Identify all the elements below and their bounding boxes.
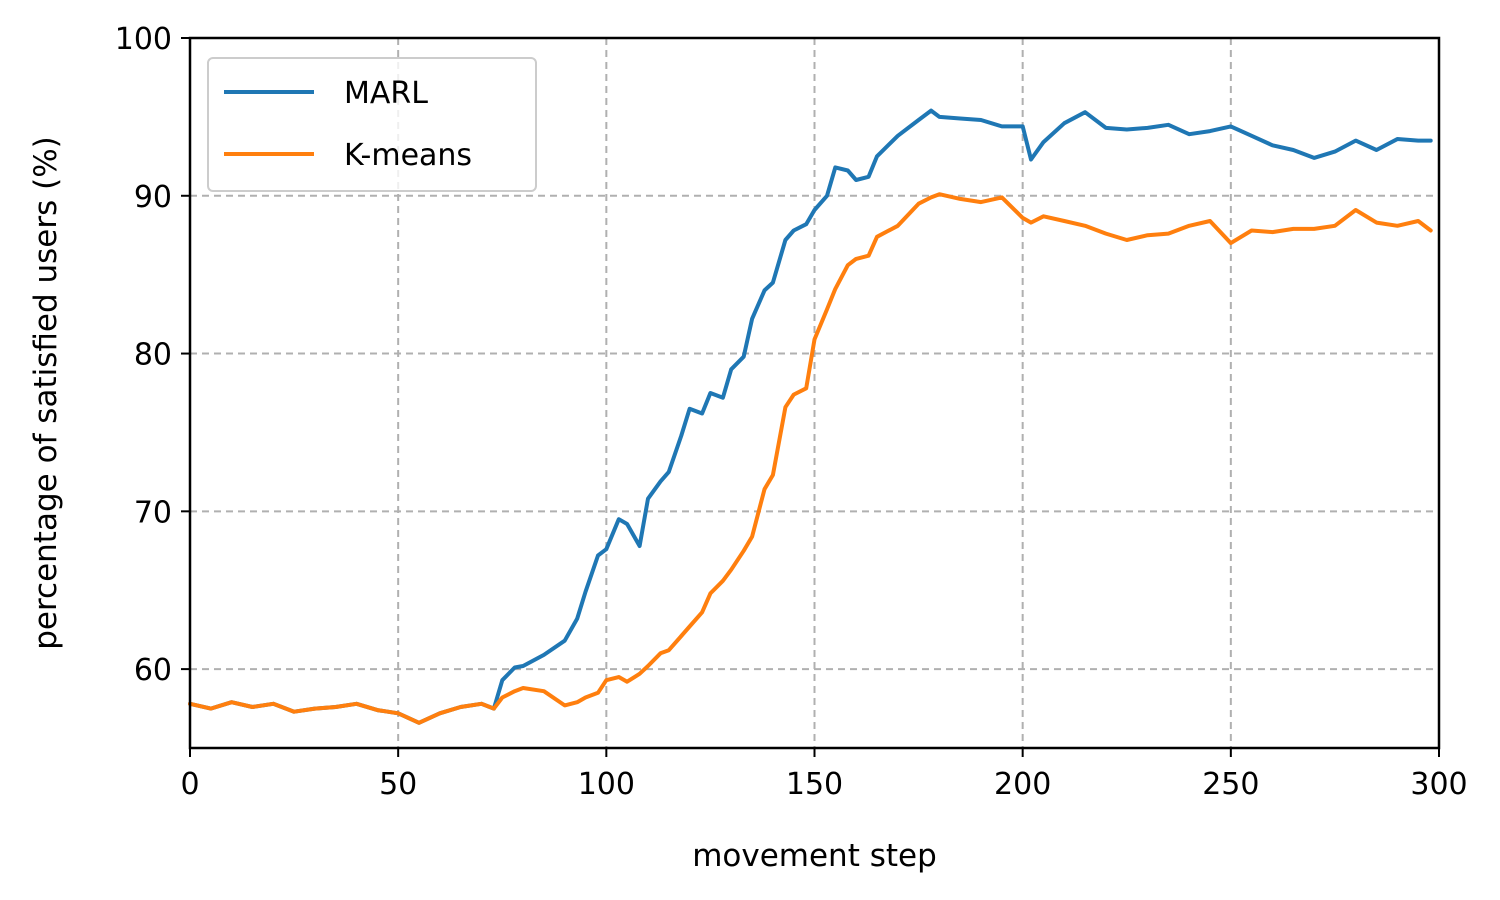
y-axis-label: percentage of satisfied users (%) (28, 136, 64, 650)
x-tick-label: 0 (180, 767, 199, 802)
x-tick-label: 300 (1410, 767, 1467, 802)
y-tick-label: 70 (134, 495, 172, 530)
x-axis-label: movement step (692, 838, 937, 874)
series-line-marl (188, 108, 1433, 725)
x-tick-label: 200 (994, 767, 1051, 802)
series-lines (188, 108, 1433, 725)
x-tick-label: 50 (379, 767, 417, 802)
y-tick-label: 90 (134, 180, 172, 215)
axis-ticks: 0 50 100 150 200 250 300 60 70 80 90 100 (115, 22, 1468, 802)
x-tick-label: 150 (786, 767, 843, 802)
series-line-kmeans (188, 192, 1433, 725)
legend-marl-label: MARL (344, 76, 428, 111)
legend: MARL K-means (207, 57, 537, 192)
legend-kmeans-label: K-means (344, 138, 472, 173)
x-tick-label: 250 (1202, 767, 1259, 802)
y-tick-label: 60 (134, 653, 172, 688)
x-tick-label: 100 (578, 767, 635, 802)
gridlines (190, 38, 1439, 748)
y-tick-label: 80 (134, 338, 172, 373)
y-tick-label: 100 (115, 22, 172, 57)
